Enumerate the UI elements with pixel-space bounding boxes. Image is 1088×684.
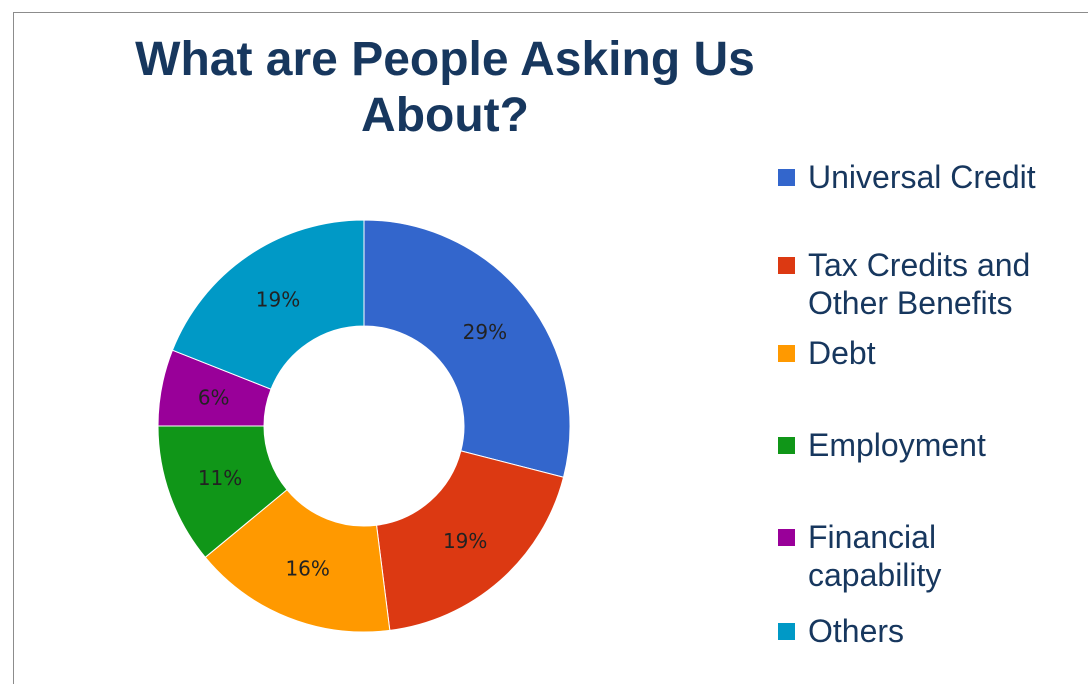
- chart-title: What are People Asking Us About?: [135, 33, 755, 142]
- slice-label-employment: 11%: [198, 466, 242, 490]
- slice-tax-credits-and-other-benefits: [375, 450, 565, 631]
- legend-swatch: [778, 529, 795, 546]
- slice-debt: [204, 489, 391, 633]
- legend-swatch: [778, 437, 795, 454]
- slice-others: [171, 219, 365, 390]
- legend-label: Others: [808, 613, 905, 649]
- legend-swatch: [778, 623, 795, 640]
- slice-label-universal-credit: 29%: [463, 320, 507, 344]
- chart-legend: Universal Credit Tax Credits and Other Be…: [778, 0, 1088, 684]
- legend-item-employment: Employment: [778, 426, 986, 464]
- legend-label: Universal Credit: [808, 159, 1036, 195]
- legend-label: Employment: [808, 427, 986, 463]
- slice-universal-credit: [363, 219, 571, 478]
- legend-item-financial-capability: Financial capability: [778, 518, 941, 594]
- slice-label-tax-credits-and-other-benefits: 19%: [443, 529, 487, 553]
- legend-swatch: [778, 257, 795, 274]
- legend-label: Tax Credits and Other Benefits: [808, 247, 1031, 321]
- legend-item-tax-credits-and-other-benefits: Tax Credits and Other Benefits: [778, 246, 1030, 322]
- legend-label: Debt: [808, 335, 876, 371]
- legend-label: Financial capability: [808, 519, 942, 593]
- legend-swatch: [778, 345, 795, 362]
- slice-label-others: 19%: [256, 287, 300, 311]
- slice-label-financial-capability: 6%: [198, 385, 230, 409]
- legend-item-debt: Debt: [778, 334, 876, 372]
- slice-label-debt: 16%: [285, 556, 329, 580]
- legend-swatch: [778, 169, 795, 186]
- legend-item-others: Others: [778, 612, 904, 650]
- legend-item-universal-credit: Universal Credit: [778, 158, 1036, 196]
